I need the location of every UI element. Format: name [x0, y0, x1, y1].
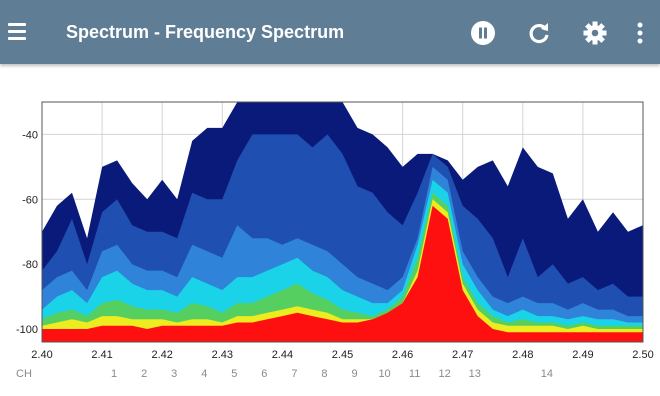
menu-button[interactable] — [4, 20, 30, 44]
gear-icon — [583, 21, 607, 45]
channel-label: 11 — [409, 368, 420, 380]
channel-label: 12 — [439, 368, 451, 380]
x-tick-label: 2.41 — [91, 349, 112, 361]
channel-label: 1 — [111, 368, 117, 380]
channel-axis: CH 1 2 3 4 5 6 7 8 9 10 11 12 13 14 — [16, 368, 553, 380]
x-tick-label: 2.50 — [632, 349, 653, 361]
more-options-button[interactable] — [630, 20, 650, 46]
y-tick-label: -80 — [22, 259, 38, 271]
pause-button[interactable] — [470, 20, 496, 46]
channel-label: 10 — [378, 368, 390, 380]
channel-label: 8 — [321, 368, 327, 380]
channel-label: 9 — [351, 368, 357, 380]
x-tick-label: 2.45 — [332, 349, 353, 361]
y-axis-ticks: -40 -60 -80 -100 — [16, 129, 38, 336]
x-tick-label: 2.46 — [392, 349, 413, 361]
refresh-icon — [529, 23, 549, 44]
spectrum-layer-4 — [42, 192, 643, 342]
x-tick-label: 2.40 — [31, 349, 52, 361]
spectrum-chart-svg: -40-60-80-100 2.40 2.41 2.42 2.43 2.44 2.45 2.… — [16, 101, 654, 380]
app-title: Spectrum - Frequency Spectrum — [66, 22, 345, 42]
channel-label: 13 — [469, 368, 481, 380]
app-bar: Spectrum - Frequency Spectrum — [0, 0, 660, 64]
spectrum-chart: -40 -60 -80 -100 2.40 2.41 2.42 2.43 2.44 2.45 2.… — [0, 64, 660, 396]
channel-label: 7 — [291, 368, 297, 380]
spectrum-layer-6 — [42, 205, 643, 342]
y-tick-label: -40 — [22, 129, 38, 141]
more-vert-icon — [637, 22, 643, 44]
x-tick-label: 2.43 — [212, 349, 233, 361]
channel-axis-label: CH — [16, 368, 32, 380]
y-tick-label: -60 — [22, 194, 38, 206]
settings-button[interactable] — [582, 20, 608, 46]
y-tick-label: -100 — [16, 324, 38, 336]
x-tick-label: 2.44 — [272, 349, 293, 361]
spectrum-layer-3 — [42, 179, 643, 342]
channel-label: 6 — [261, 368, 267, 380]
pause-icon — [471, 21, 495, 45]
channel-label: 4 — [201, 368, 207, 380]
x-tick-label: 2.42 — [151, 349, 172, 361]
x-tick-label: 2.47 — [452, 349, 473, 361]
channel-label: 2 — [141, 368, 147, 380]
x-tick-label: 2.48 — [512, 349, 533, 361]
spectrum-areas — [42, 102, 643, 342]
plot-frame — [41, 101, 644, 343]
refresh-button[interactable] — [526, 20, 552, 46]
x-tick-label: 2.49 — [572, 349, 593, 361]
x-axis-ticks: 2.40 2.41 2.42 2.43 2.44 2.45 2.46 2.47 2.48 2.49… — [31, 349, 653, 361]
channel-label: 3 — [171, 368, 177, 380]
channel-label: 5 — [231, 368, 237, 380]
channel-label: 14 — [541, 368, 553, 380]
